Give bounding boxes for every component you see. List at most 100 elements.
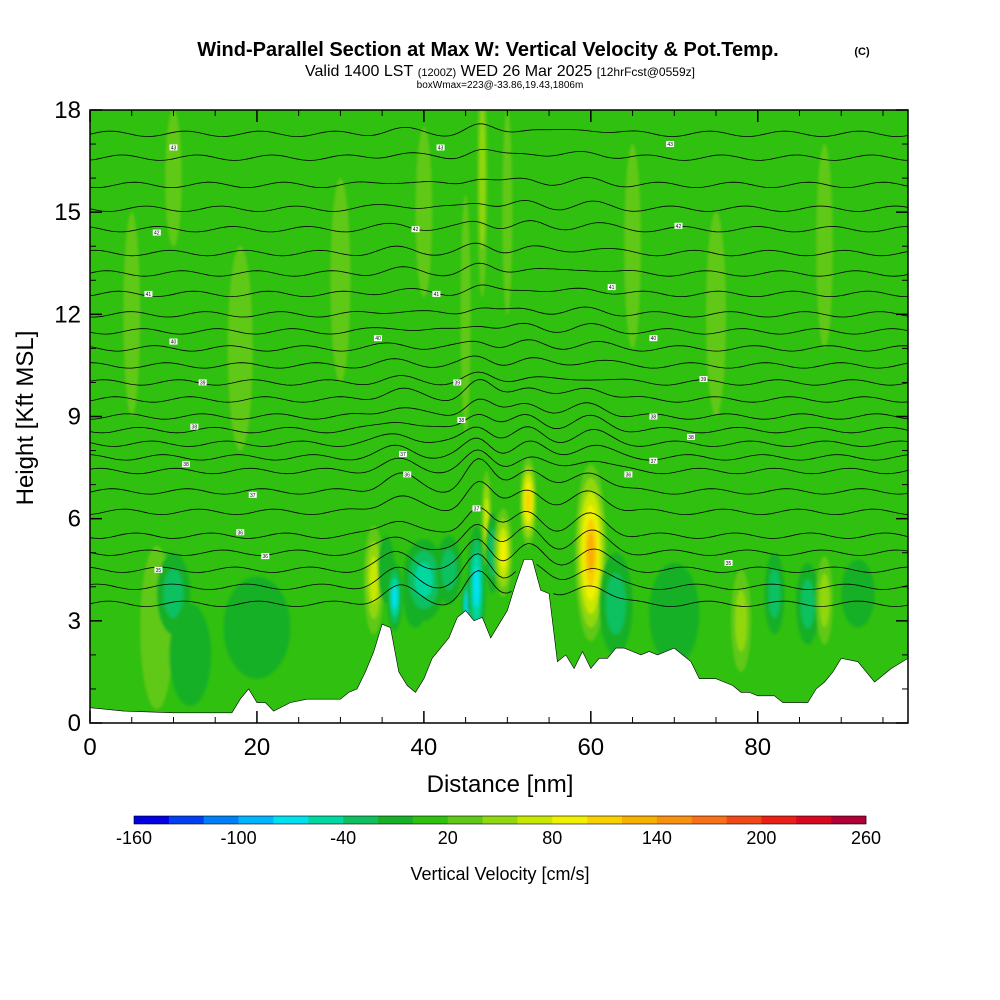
isentrope-label: 43 <box>436 144 445 151</box>
isentrope-label: 39 <box>453 379 462 386</box>
y-tick-label: 18 <box>54 97 81 124</box>
isentrope-line <box>90 242 908 257</box>
svg-text:37: 37 <box>400 452 406 458</box>
isentrope-label: 41 <box>607 284 616 291</box>
isentrope-label: 38 <box>457 416 466 424</box>
colorbar-swatch <box>168 816 205 824</box>
subtitle-date: WED 26 Mar 2025 <box>461 63 593 80</box>
colorbar-label: Vertical Velocity [cm/s] <box>410 864 589 884</box>
colorbar-tick-label: 260 <box>851 828 881 848</box>
velocity-cell <box>441 549 457 591</box>
title-mark: (C) <box>854 46 870 58</box>
colorbar-tick-label: 20 <box>438 828 458 848</box>
colorbar-swatch <box>517 816 553 824</box>
colorbar-tick-label: -100 <box>221 828 257 848</box>
velocity-cell <box>163 569 184 619</box>
svg-text:37: 37 <box>651 459 657 465</box>
velocity-cell <box>460 195 471 434</box>
velocity-cell <box>649 562 700 666</box>
isentrope-label: 43 <box>169 144 178 151</box>
colorbar-swatch <box>273 816 309 824</box>
isentrope-line <box>90 123 908 138</box>
isentrope-label: 38 <box>686 433 695 441</box>
colorbar-swatch <box>691 816 727 824</box>
svg-text:43: 43 <box>438 145 444 151</box>
isentrope-label: 39 <box>198 379 207 386</box>
svg-text:38: 38 <box>192 425 198 431</box>
isentrope-label: 40 <box>649 335 658 342</box>
isentrope-label: 38 <box>649 413 658 421</box>
isentrope-line <box>90 553 908 590</box>
velocity-cell <box>369 556 379 604</box>
y-tick-label: 6 <box>68 506 81 533</box>
isentrope-label: 42 <box>674 222 683 230</box>
isentrope-label: 36 <box>403 471 412 478</box>
velocity-cell <box>605 573 626 635</box>
colorbar-swatch <box>238 816 274 824</box>
isentrope-line <box>90 306 908 318</box>
velocity-cell <box>502 110 513 315</box>
svg-text:41: 41 <box>146 292 152 298</box>
y-tick-label: 0 <box>68 710 81 737</box>
terrain-mask <box>90 559 908 723</box>
isentrope-line <box>90 538 908 573</box>
isentrope-line <box>90 220 908 233</box>
velocity-cell <box>165 110 182 247</box>
isentrope-line <box>90 262 908 277</box>
isentrope-label: 35 <box>724 559 733 567</box>
svg-text:37: 37 <box>474 506 480 512</box>
isentrope-line <box>90 449 908 475</box>
svg-text:38: 38 <box>459 418 465 424</box>
subtitle-forecast: [12hrFcst@0559z] <box>597 65 695 79</box>
velocity-cell <box>392 585 398 609</box>
isentrope-line <box>90 355 908 369</box>
velocity-cell <box>223 576 291 679</box>
velocity-cell <box>414 562 433 598</box>
colorbar-swatch <box>343 816 379 824</box>
x-tick-label: 80 <box>744 734 771 761</box>
isentrope-label: 43 <box>666 141 675 148</box>
velocity-cell <box>169 603 212 706</box>
svg-text:42: 42 <box>154 231 160 237</box>
isentrope-line <box>90 481 908 516</box>
svg-text:43: 43 <box>667 142 673 148</box>
velocity-cell <box>500 537 507 568</box>
isentrope-label: 37 <box>472 505 481 512</box>
svg-text:36: 36 <box>626 472 632 478</box>
chart-title: Wind-Parallel Section at Max W: Vertical… <box>197 39 778 61</box>
y-axis-label: Height [Kft MSL] <box>12 331 39 506</box>
isentrope-line <box>90 284 908 298</box>
svg-text:40: 40 <box>171 340 177 346</box>
velocity-cell <box>816 144 833 349</box>
isentrope-line <box>90 339 908 352</box>
svg-text:36: 36 <box>404 472 410 478</box>
isentrope-line <box>90 176 908 189</box>
colorbar-swatch <box>552 816 588 824</box>
svg-text:35: 35 <box>156 568 162 574</box>
isentrope-labels: 35 36 36 37 38 38 39 40 41 42 43 36 37 38 39 40 41 42 43 37… <box>144 141 733 574</box>
isentrope-line <box>90 371 908 386</box>
colorbar-swatch <box>134 816 170 824</box>
isentrope-line <box>90 523 908 556</box>
isentrope-line <box>90 506 908 539</box>
svg-text:40: 40 <box>651 336 657 342</box>
svg-text:42: 42 <box>676 224 682 230</box>
colorbar-tick-label: 80 <box>542 828 562 848</box>
colorbar-swatch <box>796 816 832 824</box>
colorbar-swatch <box>447 816 483 824</box>
colorbar-tick-label: 140 <box>642 828 672 848</box>
isentrope-line <box>90 199 908 212</box>
velocity-cell <box>587 532 595 574</box>
colorbar-swatch <box>831 816 867 824</box>
velocity-cell <box>768 569 781 619</box>
isentrope-label: 38 <box>190 423 199 431</box>
isentrope-label: 39 <box>699 376 708 383</box>
y-tick-label: 3 <box>68 608 81 635</box>
subtitle-valid: Valid 1400 LST <box>305 63 413 80</box>
isentrope-label: 40 <box>373 335 382 342</box>
velocity-cell <box>473 566 480 608</box>
velocity-cell <box>841 559 875 628</box>
velocity-cell <box>819 573 830 627</box>
isentrope-lines <box>90 123 908 607</box>
isentrope-label: 42 <box>411 226 420 233</box>
